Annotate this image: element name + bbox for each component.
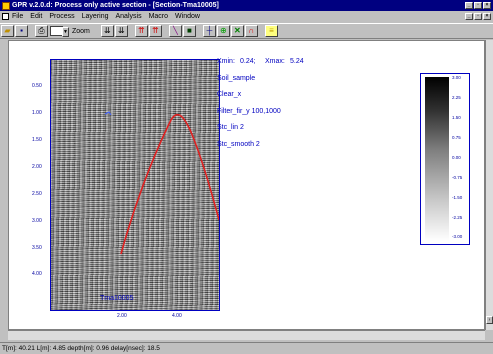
menu-analysis[interactable]: Analysis	[115, 13, 142, 20]
hyperbola-curve	[120, 113, 219, 255]
color-scale: 3.00 2.25 1.50 0.75 0.00 -0.75 -1.50 -2.…	[420, 73, 470, 245]
menu-file[interactable]: File	[12, 13, 24, 20]
window-title: GPR v.2.0.d: Process only active section…	[12, 2, 219, 9]
y-tick-label: 0.50	[32, 83, 42, 89]
processing-step: Stc_lin 2	[217, 124, 244, 131]
window-controls: _ ▫ ×	[465, 2, 491, 9]
red-arrows-up-alt-icon[interactable]: ⇈	[148, 25, 162, 37]
maximize-button[interactable]: ▫	[474, 2, 482, 9]
doc-restore-button[interactable]: ▫	[474, 13, 482, 20]
minimize-button[interactable]: _	[465, 2, 473, 9]
menu-macro[interactable]: Macro	[148, 13, 169, 20]
radargram-image[interactable]	[51, 60, 219, 310]
horizontal-scrollbar[interactable]	[8, 330, 485, 340]
document-icon[interactable]	[2, 13, 9, 20]
menu-edit[interactable]: Edit	[30, 13, 43, 20]
crosshair-icon[interactable]: ┼	[202, 25, 216, 37]
scale-tick-label: 1.50	[452, 115, 461, 120]
scale-tick-label: 0.00	[452, 155, 461, 160]
radargram-frame[interactable]	[50, 59, 220, 311]
zoom-label: Zoom	[72, 27, 90, 35]
scale-tick-label: -3.00	[452, 234, 463, 239]
blue-marker	[104, 111, 112, 116]
menu-process[interactable]: Process	[49, 13, 75, 20]
y-tick-label: 2.00	[32, 164, 42, 170]
save-disk-icon[interactable]: ▪	[15, 25, 28, 37]
status-bar: T[m]: 40.21 L[m]: 4.85 depth[m]: 0.96 de…	[0, 342, 493, 354]
print-icon[interactable]: ⎙	[35, 25, 48, 37]
square-icon[interactable]: ■	[182, 25, 196, 37]
processing-step: Soil_sample	[217, 75, 256, 82]
color-scale-gradient	[425, 77, 449, 241]
scale-tick-label: -0.75	[452, 175, 463, 180]
doc-minimize-button[interactable]: _	[465, 13, 473, 20]
hyperbola-overlay	[104, 111, 219, 255]
red-arrows-up-icon[interactable]: ⇈	[134, 25, 148, 37]
section-name: Tma10005	[100, 295, 134, 302]
green-target-icon[interactable]: ⊕	[216, 25, 230, 37]
xmax-value: 5.24	[290, 58, 304, 65]
scroll-arrow-icon[interactable]: ›	[486, 316, 493, 324]
x-tick-label: 2.00	[117, 313, 127, 319]
x-tick-label: 4.00	[172, 313, 182, 319]
y-tick-label: 1.00	[32, 110, 42, 116]
zoom-select[interactable]: ▼	[50, 26, 69, 37]
y-tick-label: 4.00	[32, 271, 42, 277]
diagonal-line-icon[interactable]: ╲	[168, 25, 182, 37]
menu-layering[interactable]: Layering	[81, 13, 109, 20]
scale-tick-label: 0.75	[452, 135, 461, 140]
xmin-value: 0.24;	[240, 58, 256, 65]
y-tick-label: 2.50	[32, 191, 42, 197]
scale-tick-label: -2.25	[452, 215, 463, 220]
xmin-label: Xmin:	[217, 58, 235, 65]
chevron-down-icon[interactable]: ▼	[62, 27, 69, 37]
x-mark-icon[interactable]: ✕	[230, 25, 244, 37]
xmax-label: Xmax:	[265, 58, 285, 65]
processing-step: Filter_fir_y 100,1000	[217, 108, 281, 115]
scale-tick-label: -1.50	[452, 195, 463, 200]
document-window-controls: _ ▫ ×	[465, 13, 491, 20]
vertical-scrollbar[interactable]: ›	[485, 40, 493, 330]
menu-bar: File Edit Process Layering Analysis Macr…	[0, 11, 493, 22]
close-button[interactable]: ×	[483, 2, 491, 9]
y-tick-label: 3.00	[32, 218, 42, 224]
doc-close-button[interactable]: ×	[483, 13, 491, 20]
toolbar: ▰ ▪ ⎙ ▼ Zoom ⇊ ⇊ ⇈ ⇈ ╲ ■ ┼ ⊕ ✕ ∩ ≡	[0, 23, 493, 39]
y-tick-label: 1.50	[32, 137, 42, 143]
section-view: 0.50 1.00 1.50 2.00 2.50 3.00 3.50 4.00 …	[8, 40, 485, 330]
processing-step: Clear_x	[217, 91, 242, 98]
processing-step: Stc_smooth 2	[217, 141, 260, 148]
open-folder-icon[interactable]: ▰	[1, 25, 14, 37]
scale-tick-label: 2.25	[452, 95, 461, 100]
arrows-down-icon[interactable]: ⇊	[100, 25, 114, 37]
status-text: T[m]: 40.21 L[m]: 4.85 depth[m]: 0.96 de…	[2, 345, 160, 352]
app-icon	[2, 1, 10, 10]
y-tick-label: 3.50	[32, 245, 42, 251]
hyperbola-icon[interactable]: ∩	[244, 25, 258, 37]
yellow-lines-icon[interactable]: ≡	[264, 25, 278, 37]
menu-window[interactable]: Window	[175, 13, 200, 20]
title-bar: GPR v.2.0.d: Process only active section…	[0, 0, 493, 11]
scale-tick-label: 3.00	[452, 75, 461, 80]
arrows-down-alt-icon[interactable]: ⇊	[114, 25, 128, 37]
